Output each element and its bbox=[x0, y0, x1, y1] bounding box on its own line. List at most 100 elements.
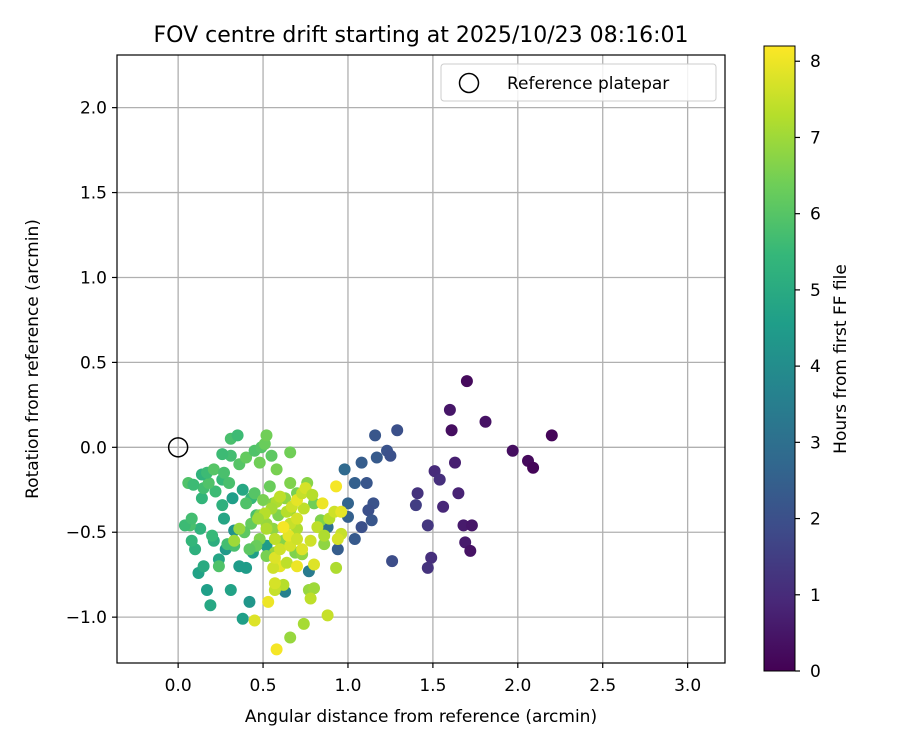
scatter-point bbox=[445, 424, 458, 437]
colorbar-ticks: 0 1 2 3 4 5 6 7 8 bbox=[795, 52, 821, 682]
scatter-point bbox=[460, 375, 473, 388]
scatter-point bbox=[342, 497, 354, 510]
scatter-point bbox=[207, 463, 220, 476]
scatter-point bbox=[348, 533, 361, 545]
scatter-point bbox=[479, 415, 492, 428]
colorbar-tick-label: 5 bbox=[810, 281, 821, 301]
scatter-point bbox=[274, 490, 286, 503]
scatter-point bbox=[311, 521, 324, 534]
scatter-point bbox=[386, 555, 399, 568]
chart-title: FOV centre drift starting at 2025/10/23 … bbox=[154, 23, 689, 48]
scatter-point bbox=[355, 456, 368, 469]
scatter-point bbox=[197, 560, 210, 573]
y-tick-label: 1.0 bbox=[80, 268, 107, 288]
scatter-point bbox=[335, 505, 348, 518]
scatter-point bbox=[297, 617, 310, 630]
reference-layer bbox=[167, 437, 189, 458]
scatter-point bbox=[318, 529, 331, 542]
scatter-point bbox=[236, 483, 249, 496]
x-axis-ticks: 0.0 0.5 1.0 1.5 2.0 2.5 3.0 bbox=[165, 663, 701, 696]
scatter-point bbox=[464, 544, 477, 557]
scatter-point bbox=[433, 473, 446, 486]
y-axis-ticks: −1.0 −0.5 0.0 0.5 1.0 1.5 2.0 bbox=[66, 99, 117, 628]
scatter-point bbox=[231, 429, 244, 442]
scatter-point bbox=[265, 449, 278, 462]
scatter-point bbox=[443, 403, 456, 416]
scatter-point bbox=[201, 584, 213, 596]
colorbar-tick-label: 0 bbox=[810, 662, 821, 682]
scatter-point bbox=[228, 534, 241, 547]
scatter-point bbox=[527, 461, 540, 474]
scatter-point bbox=[216, 448, 229, 461]
scatter-point bbox=[262, 595, 275, 608]
scatter-point bbox=[291, 533, 303, 545]
scatter-point bbox=[331, 543, 344, 556]
scatter-point bbox=[268, 577, 281, 590]
scatter-point bbox=[240, 497, 253, 510]
scatter-point bbox=[224, 584, 237, 596]
y-tick-label: 0.5 bbox=[80, 353, 107, 373]
scatter-point bbox=[284, 446, 297, 459]
scatter-point bbox=[369, 429, 382, 442]
scatter-point bbox=[409, 499, 422, 512]
scatter-point bbox=[355, 521, 368, 534]
y-axis-label: Rotation from reference (arcmin) bbox=[23, 219, 43, 499]
scatter-point bbox=[284, 631, 297, 644]
scatter-point bbox=[291, 512, 303, 525]
scatter-point bbox=[267, 561, 280, 574]
scatter-point bbox=[304, 592, 317, 605]
scatter-point bbox=[209, 485, 222, 498]
legend-label: Reference platepar bbox=[507, 74, 669, 94]
colorbar-tick-label: 3 bbox=[810, 433, 821, 453]
legend: Reference platepar bbox=[440, 63, 717, 102]
scatter-point bbox=[204, 599, 217, 612]
scatter-point bbox=[391, 424, 404, 437]
reference-marker bbox=[167, 437, 189, 458]
y-tick-label: 1.5 bbox=[80, 184, 107, 204]
scatter-point bbox=[452, 487, 465, 500]
scatter-point bbox=[330, 480, 343, 493]
scatter-point bbox=[411, 487, 424, 500]
x-axis-label: Angular distance from reference (arcmin) bbox=[245, 707, 597, 727]
scatter-point bbox=[321, 609, 334, 622]
scatter-point bbox=[545, 429, 558, 442]
x-tick-label: 1.0 bbox=[334, 676, 361, 696]
scatter-point bbox=[330, 561, 343, 574]
scatter-point bbox=[236, 612, 249, 625]
scatter-point bbox=[306, 488, 319, 501]
scatter-point bbox=[226, 492, 239, 505]
scatter-point bbox=[318, 538, 331, 551]
colorbar-tick-label: 1 bbox=[810, 586, 821, 606]
scatter-point bbox=[218, 512, 230, 525]
scatter-point bbox=[270, 643, 283, 656]
x-tick-label: 3.0 bbox=[674, 676, 701, 696]
scatter-point bbox=[263, 480, 276, 493]
scatter-point bbox=[331, 533, 344, 545]
scatter-point bbox=[316, 497, 329, 510]
scatter-point bbox=[365, 514, 378, 527]
x-tick-label: 0.0 bbox=[165, 676, 192, 696]
scatter-point bbox=[277, 521, 290, 534]
x-tick-label: 2.0 bbox=[504, 676, 531, 696]
y-tick-label: 0.0 bbox=[80, 438, 107, 458]
legend-reference-marker bbox=[458, 72, 480, 94]
scatter-point bbox=[223, 477, 236, 489]
scatter-point bbox=[248, 487, 261, 500]
scatter-point bbox=[338, 463, 351, 476]
scatter-point bbox=[308, 582, 320, 595]
scatter-point bbox=[185, 512, 198, 525]
scatter-point bbox=[304, 534, 317, 547]
scatter-point bbox=[280, 556, 293, 569]
colorbar-tick-label: 8 bbox=[810, 52, 821, 72]
grid bbox=[117, 55, 725, 663]
scatter-point bbox=[257, 494, 270, 506]
scatter-point bbox=[506, 444, 519, 457]
scatter-point bbox=[457, 519, 470, 532]
scatter-point bbox=[297, 502, 310, 515]
plot-frame bbox=[116, 54, 726, 664]
scatter-point bbox=[233, 560, 246, 573]
scatter-point bbox=[274, 543, 286, 556]
scatter-point bbox=[212, 560, 225, 573]
scatter-point bbox=[425, 551, 438, 564]
